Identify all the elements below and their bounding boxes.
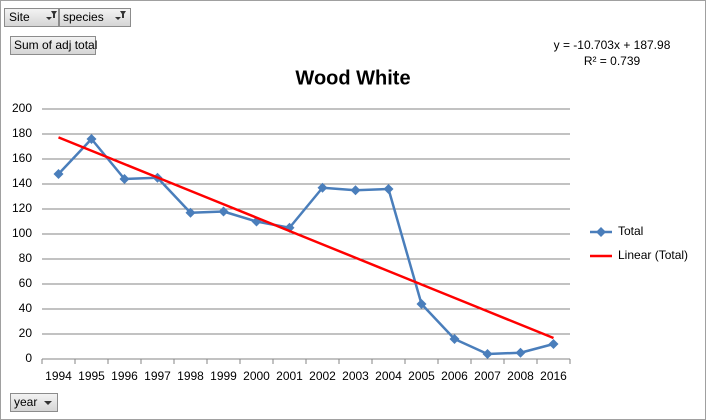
x-tick-label: 2016 [540,369,567,383]
y-tick-label: 160 [12,151,32,165]
marker [482,349,493,359]
x-tick-label: 1996 [111,369,138,383]
marker [515,347,526,358]
trendline-r2: R² = 0.739 [584,54,641,68]
series-line [58,136,554,340]
y-tick-label: 40 [19,301,33,315]
x-tick-label: 1994 [45,369,72,383]
x-tick-label: 1999 [210,369,237,383]
y-tick-label: 20 [19,326,33,340]
y-tick-label: 180 [12,126,32,140]
x-tick-label: 1995 [78,369,105,383]
marker [416,299,427,309]
y-tick-label: 0 [25,351,32,365]
marker [449,334,460,344]
marker [185,207,196,218]
marker [53,169,64,179]
y-tick-label: 80 [19,251,33,265]
x-tick-label: 2007 [474,369,501,383]
x-tick-label: 1997 [144,369,171,383]
marker [317,182,328,193]
x-tick-label: 2000 [243,369,270,383]
x-tick-label: 2003 [342,369,369,383]
legend-label: Linear (Total) [618,248,688,262]
legend-label: Total [618,224,643,238]
filter-species[interactable]: species [59,8,131,27]
button[interactable] [10,393,58,412]
button-label[interactable]: year [14,395,37,409]
y-tick-label: 140 [12,176,32,190]
filter-icon [115,11,126,20]
filter-icon [46,11,57,20]
button-label[interactable]: Sum of adj total [14,38,97,52]
marker [218,206,229,217]
x-tick-label: 2006 [441,369,468,383]
button-label[interactable]: Site [9,10,30,24]
button[interactable] [10,36,96,55]
marker [86,134,97,144]
x-tick-label: 2002 [309,369,336,383]
x-tick-label: 2005 [408,369,435,383]
marker [383,184,394,194]
y-tick-label: 60 [19,276,33,290]
axis-field[interactable]: year [10,393,58,412]
button[interactable] [59,8,131,27]
marker [548,339,559,349]
button[interactable] [4,8,59,27]
y-tick-label: 200 [12,101,32,115]
filter-site[interactable]: Site [4,8,59,27]
series-line [57,137,554,356]
marker [350,185,361,196]
legend-marker [596,227,606,237]
x-tick-label: 2001 [276,369,303,383]
x-tick-label: 2004 [375,369,402,383]
trendline-equation: y = -10.703x + 187.98 [554,38,671,52]
x-tick-label: 2008 [507,369,534,383]
y-tick-label: 100 [12,226,32,240]
chart-title: Wood White [295,67,410,89]
y-tick-label: 120 [12,201,32,215]
x-tick-label: 1998 [177,369,204,383]
dropdown-icon [44,401,52,405]
value-field[interactable]: Sum of adj total [10,36,98,55]
marker [119,174,130,184]
button-label[interactable]: species [63,10,104,24]
